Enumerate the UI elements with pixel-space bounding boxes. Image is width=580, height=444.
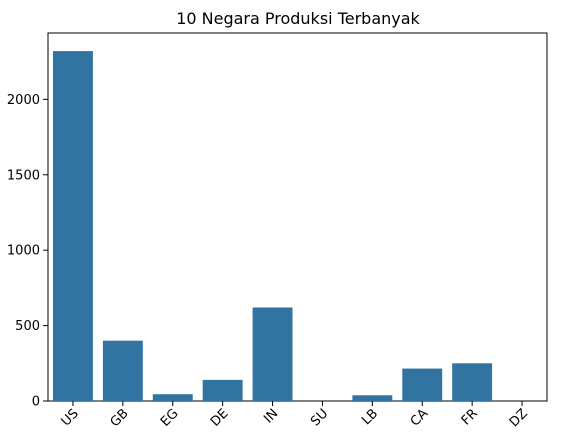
bar-gb xyxy=(103,341,143,401)
x-tick-label: LB xyxy=(359,406,381,428)
x-tick-label: CA xyxy=(408,406,431,429)
x-tick-label: SU xyxy=(308,406,331,429)
y-tick-label: 0 xyxy=(32,395,40,410)
y-tick-label: 1000 xyxy=(7,244,40,259)
bar-ca xyxy=(402,369,442,401)
x-tick-label: FR xyxy=(459,406,481,428)
x-tick-label: DZ xyxy=(507,406,531,430)
bar-de xyxy=(203,380,243,401)
bar-lb xyxy=(352,395,392,401)
bar-in xyxy=(253,307,293,401)
bars xyxy=(53,51,492,401)
x-tick-label: GB xyxy=(108,406,132,430)
x-tick-label: US xyxy=(59,406,82,429)
bar-eg xyxy=(153,394,193,401)
y-tick-label: 1500 xyxy=(7,168,40,183)
y-tick-label: 2000 xyxy=(7,93,40,108)
x-tick-label: EG xyxy=(158,406,182,430)
x-tick-label: DE xyxy=(208,406,232,430)
x-tick-label: IN xyxy=(261,406,281,426)
bar-fr xyxy=(452,363,492,401)
chart-title: 10 Negara Produksi Terbanyak xyxy=(176,9,420,28)
bar-us xyxy=(53,51,93,401)
y-tick-label: 500 xyxy=(15,319,40,334)
